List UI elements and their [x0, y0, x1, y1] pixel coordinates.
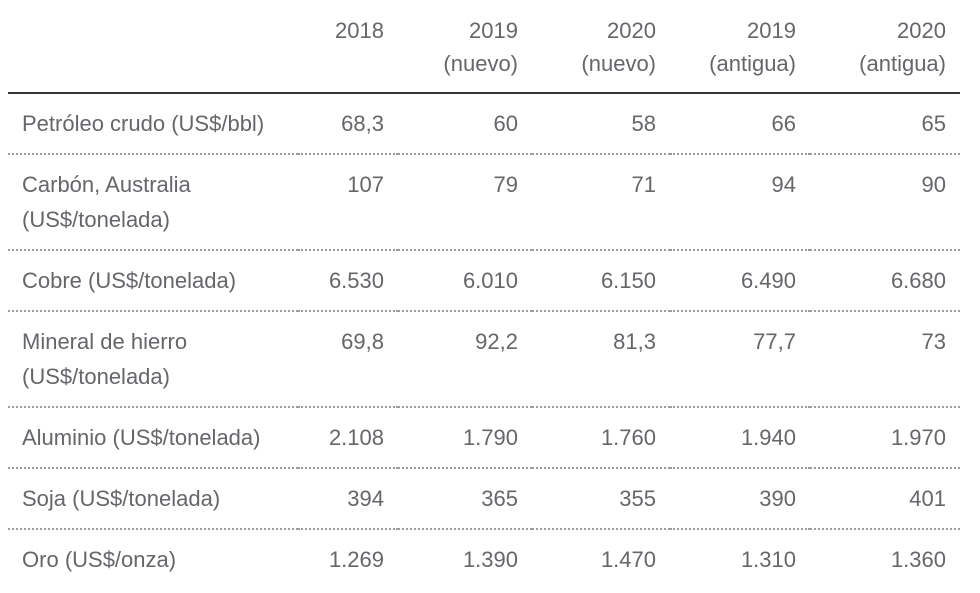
value-cell: 58 [532, 93, 670, 155]
commodity-unit: (US$/bbl) [171, 111, 265, 136]
column-note [298, 47, 384, 80]
value-cell: 2.108 [298, 407, 398, 469]
table-row-carbon: Carbón, Australia (US$/tonelada) 107 79 … [8, 154, 960, 251]
value-cell: 1.760 [532, 407, 670, 469]
column-note: (antigua) [859, 51, 946, 76]
table-row-soja: Soja (US$/tonelada) 394 365 355 390 401 [8, 468, 960, 530]
table-body: Petróleo crudo (US$/bbl) 68,3 60 58 66 6… [8, 93, 960, 589]
value-cell: 73 [810, 311, 960, 408]
column-header-2018: 2018 [298, 0, 398, 94]
commodity-name: Aluminio [22, 425, 107, 450]
value-cell: 355 [532, 468, 670, 530]
value-cell: 81,3 [532, 311, 670, 408]
table-header: 2018 2019 (nuevo) 2020 (nuevo) 2019 (ant… [8, 0, 960, 94]
value-cell: 1.390 [462, 547, 518, 572]
value-cell: 65 [810, 93, 960, 155]
column-year: 2019 [469, 18, 518, 43]
value-cell: 94 [670, 154, 810, 251]
table-row-oro: Oro (US$/onza) 1.269 1.390 1.470 1.310 1… [8, 529, 960, 589]
value-cell: 6.490 [670, 250, 810, 312]
value-cell: 77,7 [670, 311, 810, 408]
column-header-2019-antigua: 2019 (antigua) [670, 0, 810, 94]
header-row: 2018 2019 (nuevo) 2020 (nuevo) 2019 (ant… [8, 0, 960, 94]
row-label: Cobre (US$/tonelada) [8, 250, 298, 312]
commodity-name: Mineral de hierro [22, 329, 188, 354]
column-note: (nuevo) [443, 51, 518, 76]
value-cell: 1.470 [600, 547, 656, 572]
value-cell: 1.970 [810, 407, 960, 469]
column-header-2020-nuevo: 2020 (nuevo) [532, 0, 670, 94]
commodity-unit: (US$/tonelada) [22, 207, 170, 232]
table-row-mineral-hierro: Mineral de hierro (US$/tonelada) 69,8 92… [8, 311, 960, 408]
row-label: Soja (US$/tonelada) [8, 468, 298, 530]
row-label: Oro (US$/onza) [8, 529, 298, 589]
value-cell: 66 [670, 93, 810, 155]
column-note: (nuevo) [581, 51, 656, 76]
commodity-name: Cobre [22, 268, 82, 293]
column-year: 2020 [607, 18, 656, 43]
value-cell: 79 [398, 154, 532, 251]
value-cell: 394 [298, 468, 398, 530]
table-row-petroleo: Petróleo crudo (US$/bbl) 68,3 60 58 66 6… [8, 93, 960, 155]
value-cell: 1.269 [328, 547, 384, 572]
table-row-aluminio: Aluminio (US$/tonelada) 2.108 1.790 1.76… [8, 407, 960, 469]
column-year: 2018 [335, 18, 384, 43]
value-cell: 60 [398, 93, 532, 155]
row-label: Petróleo crudo (US$/bbl) [8, 93, 298, 155]
column-year: 2019 [747, 18, 796, 43]
commodity-unit: (US$/tonelada) [22, 364, 170, 389]
commodity-unit: (US$/tonelada) [72, 486, 221, 511]
column-header-2020-antigua: 2020 (antigua) [810, 0, 960, 94]
commodity-name: Oro [22, 547, 59, 572]
value-cell: 6.530 [298, 250, 398, 312]
value-cell: 365 [398, 468, 532, 530]
column-year: 2020 [897, 18, 946, 43]
table-row-cobre: Cobre (US$/tonelada) 6.530 6.010 6.150 6… [8, 250, 960, 312]
row-label: Carbón, Australia (US$/tonelada) [8, 154, 298, 251]
corner-cell [8, 0, 298, 94]
commodity-unit: (US$/tonelada) [88, 268, 237, 293]
commodity-name: Soja [22, 486, 67, 511]
value-cell: 401 [810, 468, 960, 530]
value-cell: 390 [670, 468, 810, 530]
value-cell: 71 [532, 154, 670, 251]
commodity-name: Petróleo crudo [22, 111, 166, 136]
row-label: Mineral de hierro (US$/tonelada) [8, 311, 298, 408]
column-header-2019-nuevo: 2019 (nuevo) [398, 0, 532, 94]
value-cell: 92,2 [398, 311, 532, 408]
row-label: Aluminio (US$/tonelada) [8, 407, 298, 469]
value-cell: 6.680 [810, 250, 960, 312]
commodity-price-table: 2018 2019 (nuevo) 2020 (nuevo) 2019 (ant… [8, 0, 960, 589]
value-cell: 1.790 [398, 407, 532, 469]
value-cell: 90 [810, 154, 960, 251]
value-cell: 6.010 [398, 250, 532, 312]
value-cell: 6.150 [532, 250, 670, 312]
column-note: (antigua) [709, 51, 796, 76]
commodity-unit: (US$/onza) [64, 547, 177, 572]
value-cell: 68,3 [298, 93, 398, 155]
value-cell: 1.360 [890, 547, 946, 572]
value-cell: 69,8 [298, 311, 398, 408]
value-cell: 107 [298, 154, 398, 251]
value-cell: 1.940 [670, 407, 810, 469]
value-cell: 1.310 [740, 547, 796, 572]
commodity-name: Carbón, Australia [22, 172, 191, 197]
commodity-unit: (US$/tonelada) [112, 425, 261, 450]
